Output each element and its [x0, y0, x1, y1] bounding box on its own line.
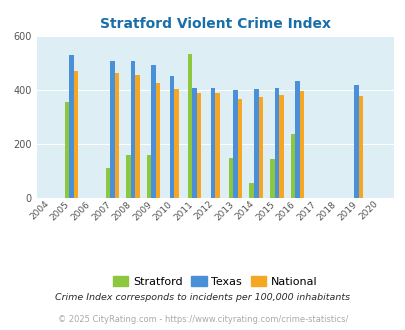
Bar	[74, 71, 78, 198]
Bar	[169, 76, 174, 198]
Bar	[299, 91, 303, 198]
Bar	[233, 90, 237, 198]
Bar	[130, 60, 135, 198]
Bar	[147, 155, 151, 198]
Legend: Stratford, Texas, National: Stratford, Texas, National	[108, 272, 321, 291]
Bar	[135, 75, 139, 198]
Bar	[192, 88, 196, 198]
Bar	[215, 93, 219, 198]
Bar	[188, 54, 192, 198]
Bar	[126, 155, 130, 198]
Bar	[210, 88, 215, 198]
Bar	[110, 60, 115, 198]
Text: © 2025 CityRating.com - https://www.cityrating.com/crime-statistics/: © 2025 CityRating.com - https://www.city…	[58, 315, 347, 324]
Bar	[290, 134, 294, 198]
Bar	[274, 87, 278, 198]
Bar	[258, 97, 262, 198]
Bar	[254, 89, 258, 198]
Title: Stratford Violent Crime Index: Stratford Violent Crime Index	[100, 17, 330, 31]
Bar	[156, 82, 160, 198]
Bar	[294, 81, 299, 198]
Bar	[151, 65, 156, 198]
Bar	[196, 93, 201, 198]
Bar	[278, 95, 283, 198]
Bar	[249, 183, 254, 198]
Text: Crime Index corresponds to incidents per 100,000 inhabitants: Crime Index corresponds to incidents per…	[55, 293, 350, 302]
Bar	[358, 96, 362, 198]
Bar	[354, 85, 358, 198]
Bar	[69, 55, 74, 198]
Bar	[115, 73, 119, 198]
Bar	[228, 158, 233, 198]
Bar	[237, 99, 242, 198]
Bar	[269, 159, 274, 198]
Bar	[105, 168, 110, 198]
Bar	[174, 89, 178, 198]
Bar	[64, 102, 69, 198]
